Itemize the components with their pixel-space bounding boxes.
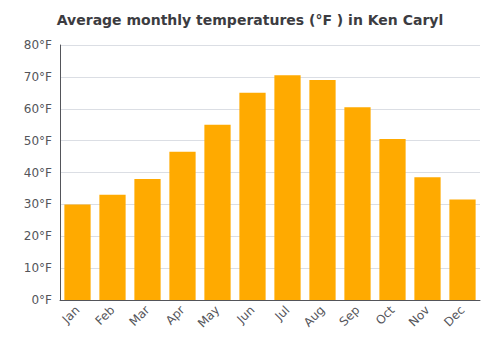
- svg-text:Jul: Jul: [272, 303, 293, 324]
- svg-text:May: May: [195, 303, 222, 330]
- svg-text:Apr: Apr: [163, 303, 188, 328]
- svg-text:Mar: Mar: [127, 303, 153, 329]
- svg-text:Oct: Oct: [373, 303, 398, 328]
- svg-text:70°F: 70°F: [24, 70, 52, 84]
- svg-text:Jan: Jan: [59, 303, 83, 327]
- svg-text:Aug: Aug: [301, 303, 327, 329]
- svg-text:20°F: 20°F: [24, 229, 52, 243]
- svg-text:60°F: 60°F: [24, 102, 52, 116]
- svg-text:30°F: 30°F: [24, 197, 52, 211]
- svg-text:10°F: 10°F: [24, 261, 52, 275]
- svg-text:Dec: Dec: [441, 303, 467, 329]
- svg-text:Sep: Sep: [337, 303, 363, 329]
- svg-text:Feb: Feb: [93, 303, 118, 328]
- svg-text:80°F: 80°F: [24, 38, 52, 52]
- svg-text:Nov: Nov: [406, 303, 432, 329]
- svg-text:40°F: 40°F: [24, 166, 52, 180]
- svg-text:0°F: 0°F: [31, 293, 52, 307]
- svg-text:Jun: Jun: [234, 303, 258, 327]
- svg-text:50°F: 50°F: [24, 134, 52, 148]
- svg-text:Average monthly temperatures (: Average monthly temperatures (°F ) in Ke…: [57, 12, 443, 28]
